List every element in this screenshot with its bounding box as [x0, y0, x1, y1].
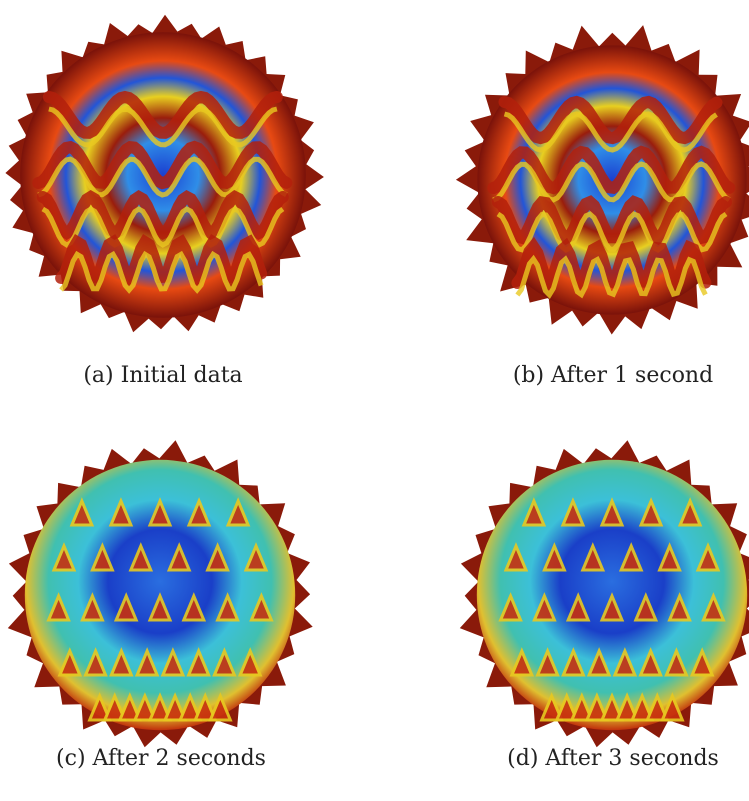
caption: (d) After 3 seconds	[507, 746, 719, 771]
figure: (a) Initial data (b) After 1 second (c) …	[0, 0, 749, 801]
caption: (c) After 2 seconds	[56, 746, 266, 771]
caption: (a) Initial data	[83, 363, 242, 388]
caption: (b) After 1 second	[513, 363, 713, 388]
